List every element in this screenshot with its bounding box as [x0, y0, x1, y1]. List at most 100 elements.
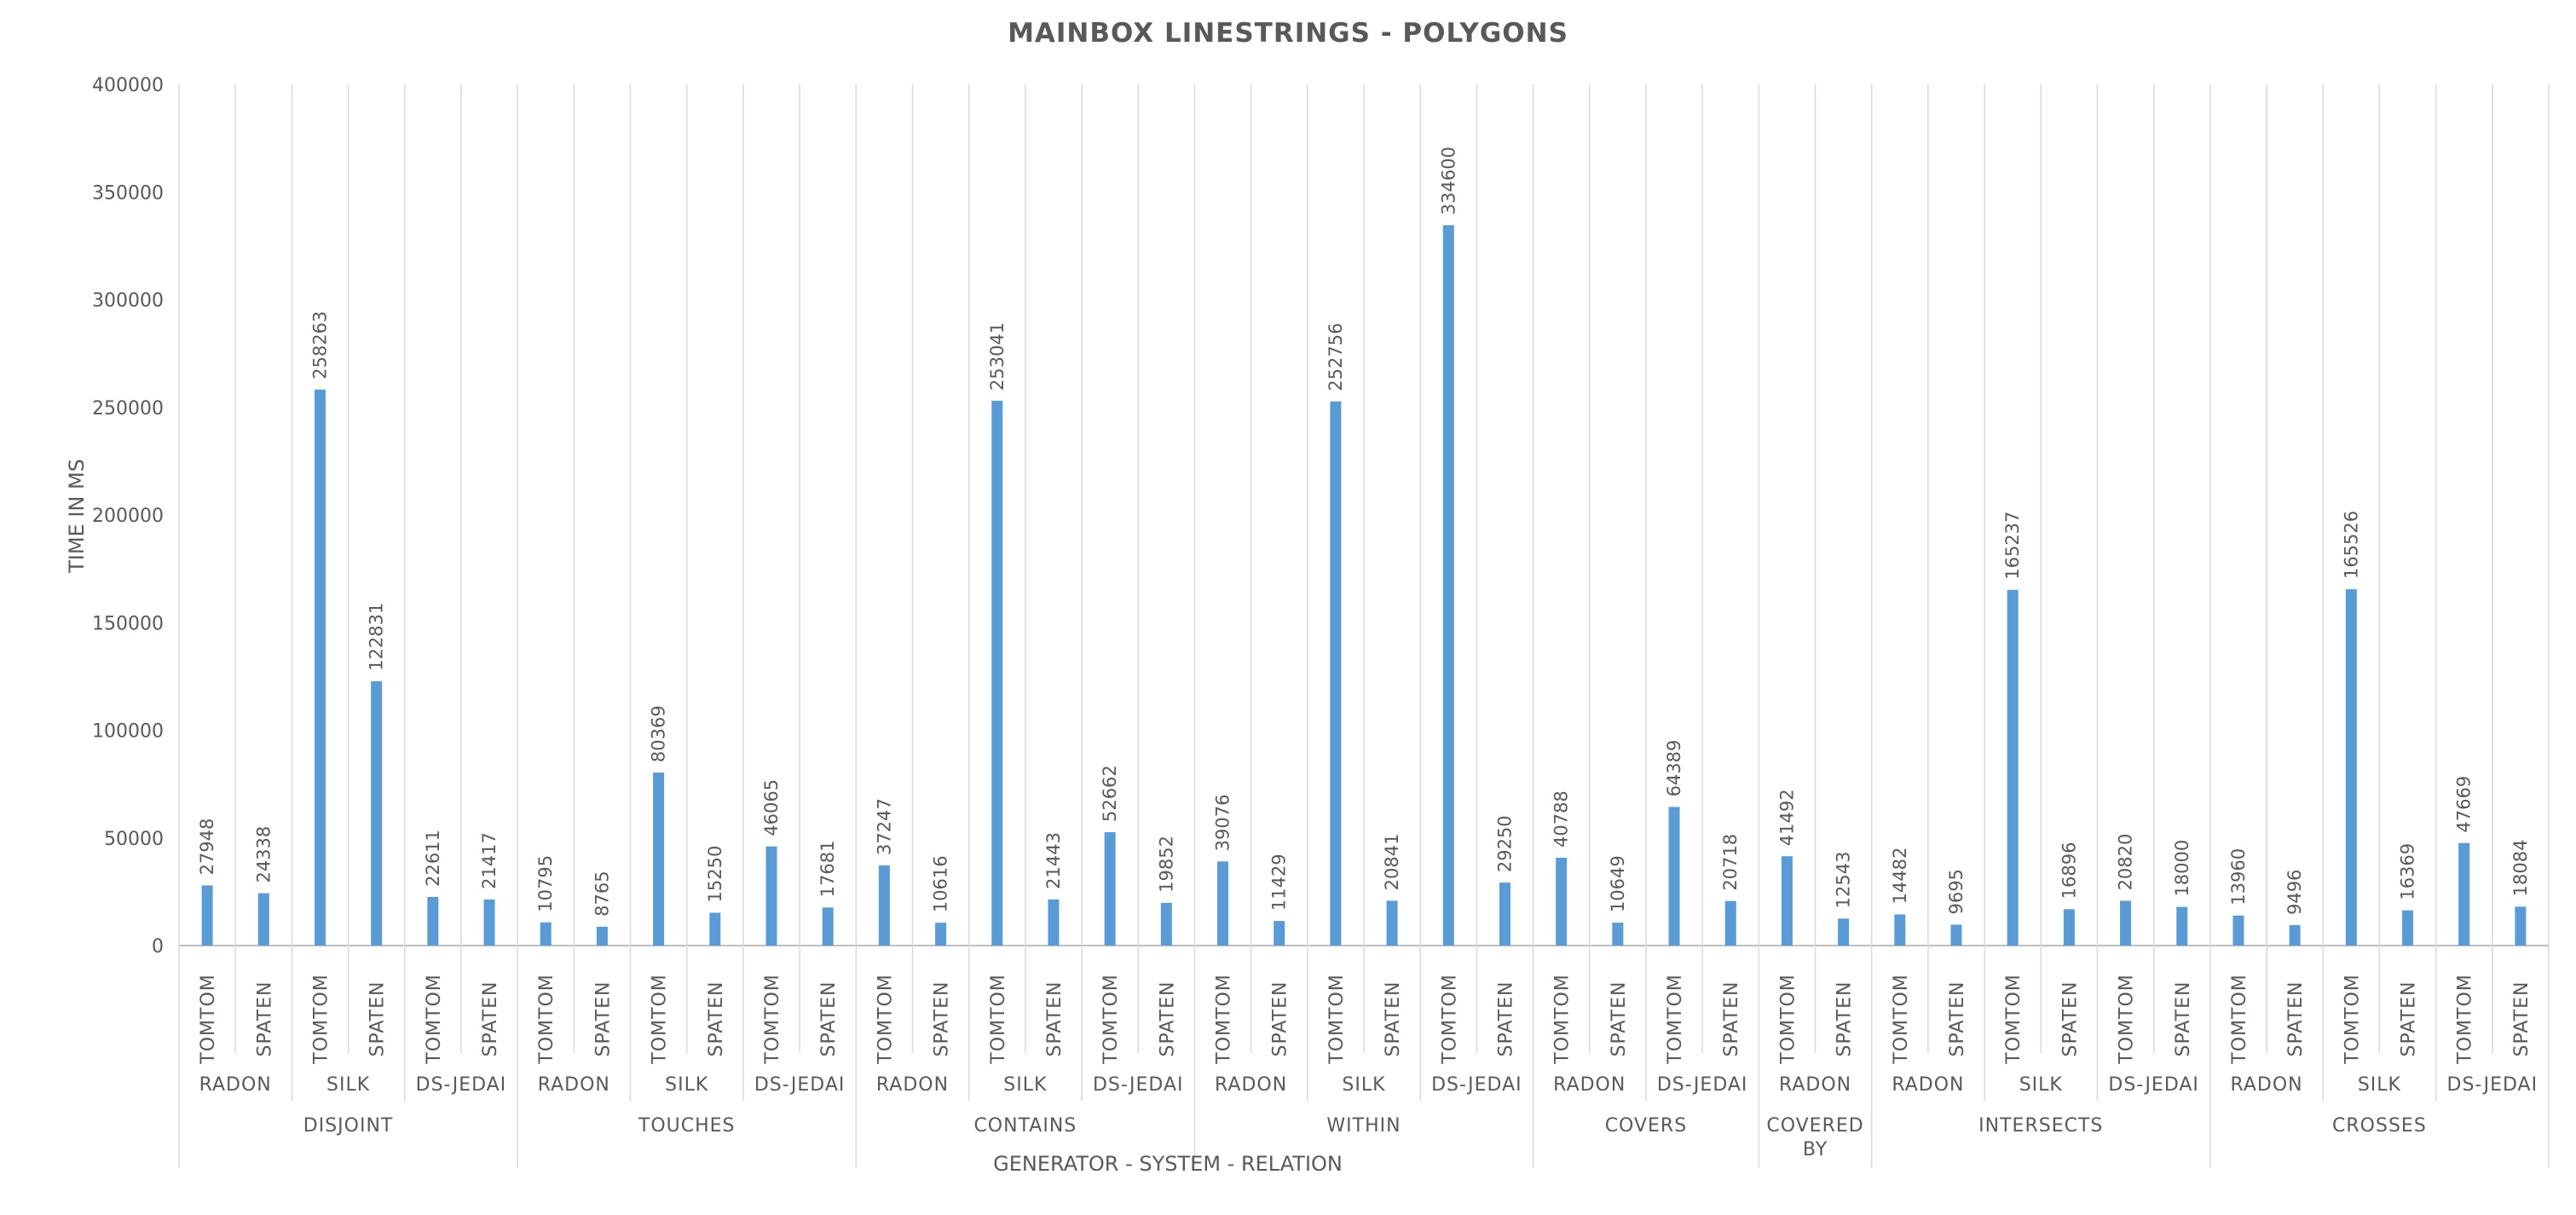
- bar: [1781, 856, 1793, 946]
- generator-label: TOMTOM: [650, 974, 671, 1064]
- generator-label: TOMTOM: [1214, 974, 1235, 1064]
- data-label: 41492: [1776, 789, 1797, 846]
- y-tick-label: 0: [152, 936, 164, 958]
- generator-label: SPATEN: [1947, 981, 1968, 1057]
- generator-label: SPATEN: [254, 981, 275, 1057]
- system-label: SILK: [2019, 1074, 2063, 1096]
- data-label: 165526: [2341, 511, 2361, 579]
- bar: [257, 893, 269, 946]
- generator-label: SPATEN: [1721, 981, 1742, 1057]
- data-label: 10649: [1608, 855, 1628, 912]
- data-label: 14482: [1890, 848, 1910, 905]
- generator-label: TOMTOM: [310, 974, 332, 1064]
- y-tick-label: 350000: [92, 182, 164, 204]
- relation-label: DISJOINT: [303, 1115, 394, 1137]
- bar: [1838, 918, 1850, 946]
- system-label: RADON: [1779, 1074, 1851, 1096]
- system-label: DS-JEDAI: [1093, 1074, 1184, 1096]
- generator-label: TOMTOM: [1891, 974, 1912, 1064]
- bar: [371, 680, 383, 946]
- bar: [1499, 882, 1510, 946]
- system-label: DS-JEDAI: [2447, 1074, 2538, 1096]
- bar: [2402, 910, 2414, 946]
- y-tick-label: 100000: [92, 721, 164, 743]
- data-label: 17681: [817, 841, 838, 898]
- data-label: 334600: [1438, 147, 1458, 215]
- data-label: 37247: [874, 798, 894, 855]
- relation-label: COVERED: [1766, 1115, 1863, 1137]
- generator-label: TOMTOM: [2455, 974, 2476, 1064]
- data-label: 29250: [1494, 815, 1515, 872]
- generator-label: SPATEN: [1495, 981, 1516, 1057]
- system-label: RADON: [538, 1074, 610, 1096]
- data-label: 47669: [2454, 776, 2475, 833]
- data-label: 21443: [1043, 832, 1064, 889]
- data-label: 18000: [2172, 840, 2192, 897]
- bar: [1386, 900, 1398, 946]
- data-label: 39076: [1213, 795, 1233, 852]
- generator-label: TOMTOM: [1777, 974, 1799, 1064]
- bar: [1556, 858, 1568, 946]
- generator-label: SPATEN: [932, 981, 953, 1057]
- y-tick-label: 150000: [92, 613, 164, 634]
- generator-label: TOMTOM: [424, 974, 445, 1064]
- chart-title: MAINBOX LINESTRINGS - POLYGONS: [1008, 18, 1568, 49]
- data-label: 258263: [309, 311, 330, 379]
- bar: [1048, 899, 1060, 946]
- data-label: 11429: [1269, 853, 1290, 911]
- bar: [1612, 923, 1624, 946]
- data-label: 40788: [1551, 790, 1572, 848]
- system-label: RADON: [1553, 1074, 1626, 1096]
- y-tick-label: 250000: [92, 398, 164, 419]
- plot-area: 0 50000 100000 150000 200000 250000 300000 3500…: [92, 75, 2550, 1168]
- data-label: 16896: [2059, 842, 2079, 900]
- data-label: 10795: [535, 855, 556, 912]
- y-tick-label: 400000: [92, 75, 164, 96]
- y-tick-label: 200000: [92, 506, 164, 527]
- bar: [878, 865, 890, 946]
- generator-label: SPATEN: [2399, 981, 2420, 1057]
- data-label: 20841: [1382, 834, 1402, 891]
- generator-label: TOMTOM: [2229, 974, 2250, 1064]
- data-label: 13960: [2228, 848, 2249, 905]
- system-label: SILK: [665, 1074, 708, 1096]
- bar: [2345, 589, 2357, 946]
- generator-label: SPATEN: [1044, 981, 1066, 1057]
- system-label: RADON: [876, 1074, 949, 1096]
- data-label: 64389: [1664, 740, 1684, 797]
- generator-label: SPATEN: [2059, 981, 2081, 1057]
- generator-label: SPATEN: [367, 981, 389, 1057]
- data-label: 122831: [367, 603, 387, 671]
- data-label: 20820: [2116, 834, 2136, 891]
- generator-label: TOMTOM: [2117, 974, 2138, 1064]
- bar: [483, 899, 495, 946]
- data-label: 46065: [761, 779, 782, 836]
- relation-label: CONTAINS: [973, 1115, 1077, 1137]
- system-label: DS-JEDAI: [1431, 1074, 1522, 1096]
- system-label: SILK: [2358, 1074, 2401, 1096]
- bar: [1950, 924, 1962, 946]
- bar: [314, 389, 326, 946]
- system-label: DS-JEDAI: [1657, 1074, 1748, 1096]
- bar: [935, 923, 947, 946]
- system-label: RADON: [1892, 1074, 1964, 1096]
- generator-label: SPATEN: [1270, 981, 1291, 1057]
- system-label: DS-JEDAI: [754, 1074, 846, 1096]
- generator-label: SPATEN: [818, 981, 840, 1057]
- y-tick-label: 300000: [92, 291, 164, 312]
- relation-label: BY: [1803, 1139, 1828, 1160]
- generator-label: TOMTOM: [1100, 974, 1122, 1064]
- system-label: RADON: [2230, 1074, 2302, 1096]
- data-label: 19852: [1156, 836, 1176, 893]
- data-label: 24338: [253, 826, 274, 883]
- data-label: 10616: [931, 855, 951, 912]
- generator-label: TOMTOM: [1552, 974, 1574, 1064]
- data-label: 12543: [1834, 852, 1854, 909]
- bar: [1274, 921, 1285, 946]
- system-label: SILK: [326, 1074, 370, 1096]
- data-label: 253041: [987, 322, 1008, 391]
- x-axis-title: GENERATOR - SYSTEM - RELATION: [993, 1152, 1343, 1176]
- system-label: RADON: [1215, 1074, 1287, 1096]
- bar: [765, 846, 777, 946]
